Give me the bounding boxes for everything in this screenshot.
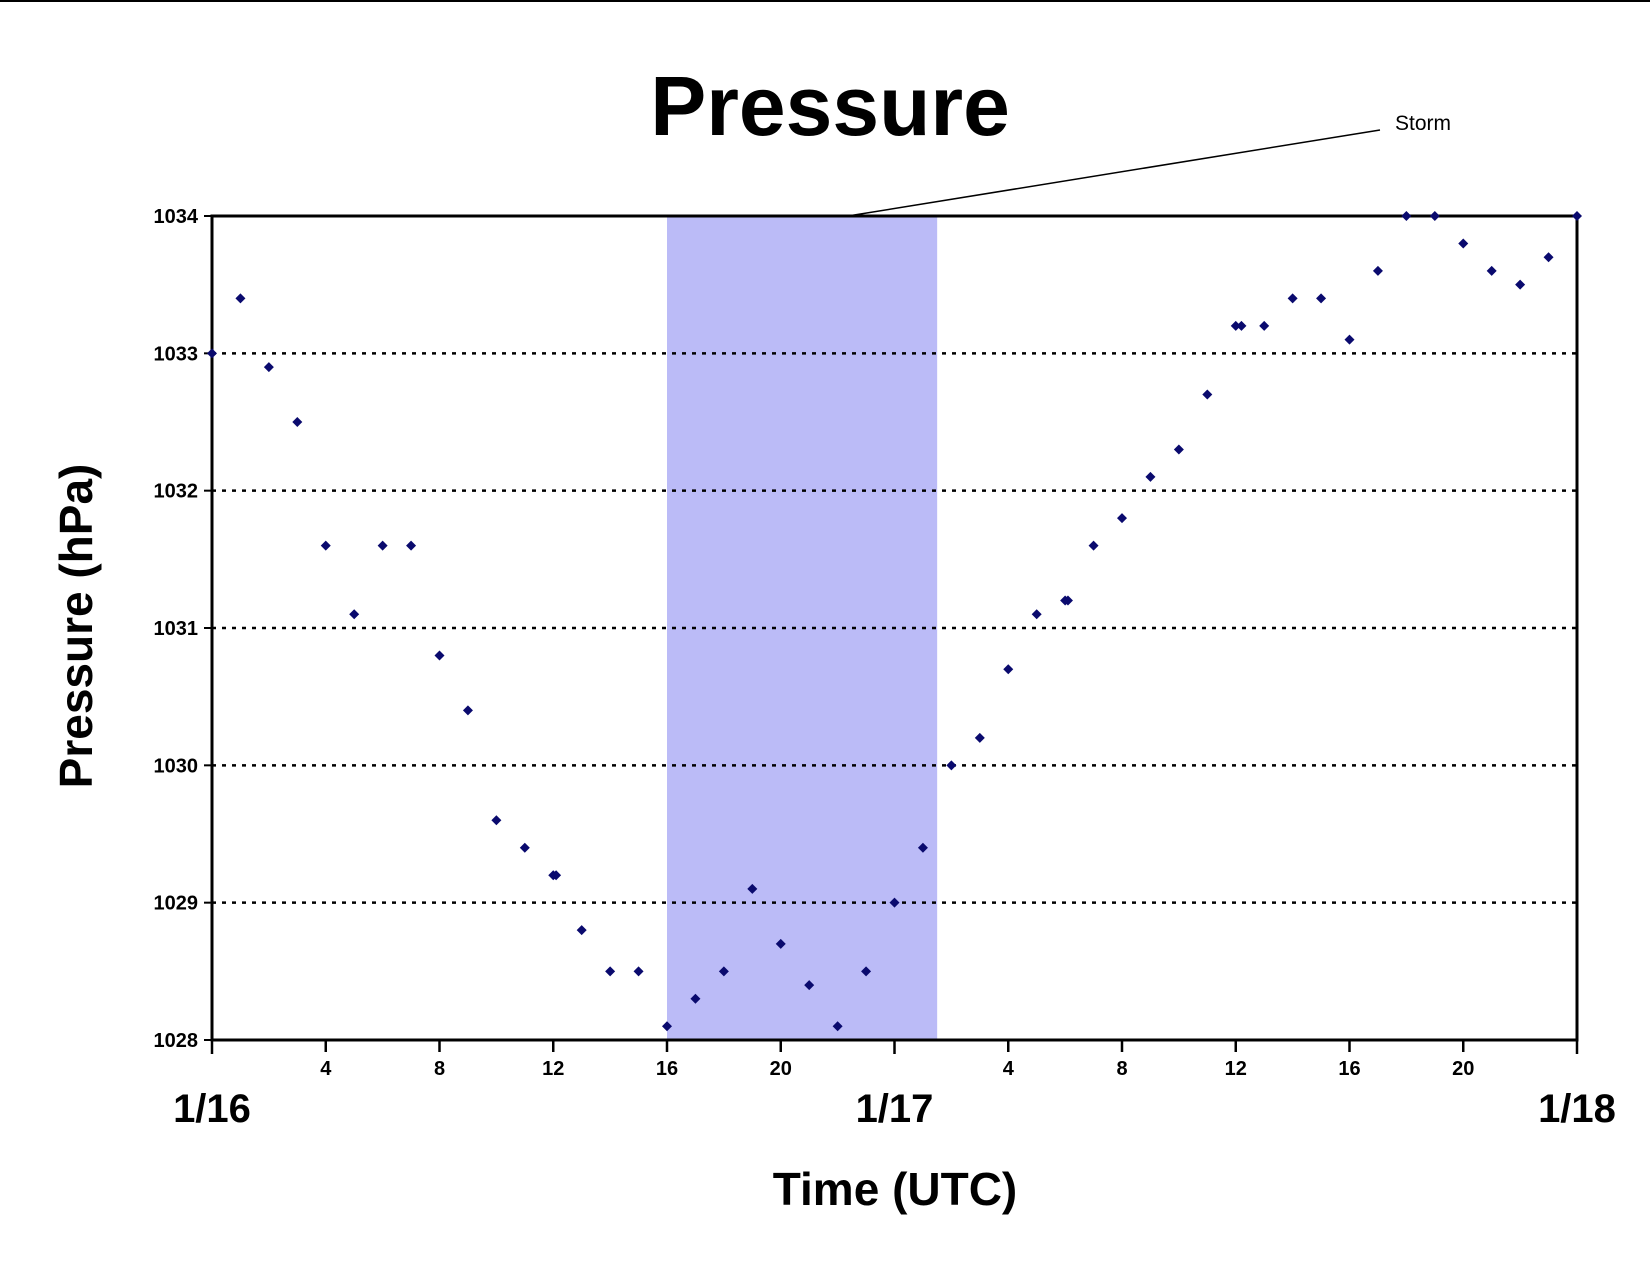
y-axis-label: Pressure (hPa) xyxy=(50,464,102,789)
data-point xyxy=(718,966,729,977)
data-point xyxy=(974,732,985,743)
data-point xyxy=(775,938,786,949)
data-point xyxy=(1572,211,1582,221)
data-point xyxy=(1062,595,1073,606)
x-tick-label: 8 xyxy=(434,1058,445,1080)
data-point xyxy=(889,897,900,908)
data-point xyxy=(1173,444,1184,455)
x-tick-label: 16 xyxy=(1338,1058,1360,1080)
data-point xyxy=(235,293,246,304)
data-point xyxy=(1486,265,1497,276)
data-point xyxy=(434,650,445,661)
data-point xyxy=(662,1021,672,1032)
chart-title: Pressure xyxy=(650,59,1010,153)
y-tick-label: 1029 xyxy=(154,893,199,915)
data-point xyxy=(1401,211,1412,221)
data-point xyxy=(1117,513,1127,524)
x-day-label: 1/18 xyxy=(1538,1087,1616,1131)
data-point xyxy=(349,609,360,620)
data-point xyxy=(832,1021,843,1032)
y-tick-label: 1032 xyxy=(154,481,199,503)
data-point xyxy=(1543,252,1554,263)
data-point xyxy=(1202,389,1213,400)
data-point xyxy=(917,842,928,853)
x-day-label: 1/17 xyxy=(856,1087,934,1131)
x-tick-label: 12 xyxy=(1225,1058,1247,1080)
data-point xyxy=(1145,471,1156,482)
data-point xyxy=(1236,320,1247,331)
data-point xyxy=(1316,293,1327,304)
top-border-line xyxy=(0,0,1650,2)
data-point xyxy=(1458,238,1469,249)
y-tick-label: 1033 xyxy=(154,343,199,365)
data-point xyxy=(1230,320,1241,331)
x-tick-label: 4 xyxy=(1003,1058,1015,1080)
x-tick-label: 4 xyxy=(320,1058,332,1080)
data-point xyxy=(292,417,303,427)
x-tick-label: 8 xyxy=(1116,1058,1127,1080)
data-point xyxy=(605,966,616,977)
y-tick-label: 1031 xyxy=(154,618,199,640)
y-tick-label: 1028 xyxy=(154,1030,199,1052)
x-tick-label: 16 xyxy=(656,1058,678,1080)
data-point xyxy=(576,925,587,936)
data-point xyxy=(633,966,644,977)
data-point xyxy=(1088,540,1099,551)
data-point xyxy=(551,870,562,881)
data-point xyxy=(747,883,758,894)
data-point xyxy=(207,348,217,359)
data-point xyxy=(320,540,331,551)
x-tick-label: 20 xyxy=(770,1058,792,1080)
x-day-label: 1/16 xyxy=(173,1087,251,1131)
data-point xyxy=(804,980,815,991)
data-point xyxy=(1003,664,1014,675)
data-point xyxy=(519,842,530,853)
storm-annotation-label: Storm xyxy=(1395,112,1451,135)
data-point xyxy=(1259,320,1270,331)
data-point xyxy=(1429,211,1440,221)
storm-annotation-line xyxy=(847,129,1381,217)
data-point xyxy=(462,705,473,716)
data-point xyxy=(491,815,502,826)
x-tick-label: 12 xyxy=(542,1058,564,1080)
data-point xyxy=(377,540,388,551)
data-point xyxy=(946,760,957,771)
y-tick-label: 1034 xyxy=(154,206,199,228)
x-axis-label: Time (UTC) xyxy=(773,1163,1018,1215)
data-point xyxy=(1372,265,1383,276)
data-point xyxy=(1031,609,1042,620)
y-tick-label: 1030 xyxy=(154,755,199,777)
data-point xyxy=(690,993,701,1004)
data-point xyxy=(406,540,417,551)
data-point xyxy=(1287,293,1298,304)
data-point xyxy=(861,966,872,977)
data-point xyxy=(263,362,274,373)
data-point xyxy=(1515,279,1526,290)
data-point xyxy=(1344,334,1355,345)
x-tick-label: 20 xyxy=(1452,1058,1474,1080)
